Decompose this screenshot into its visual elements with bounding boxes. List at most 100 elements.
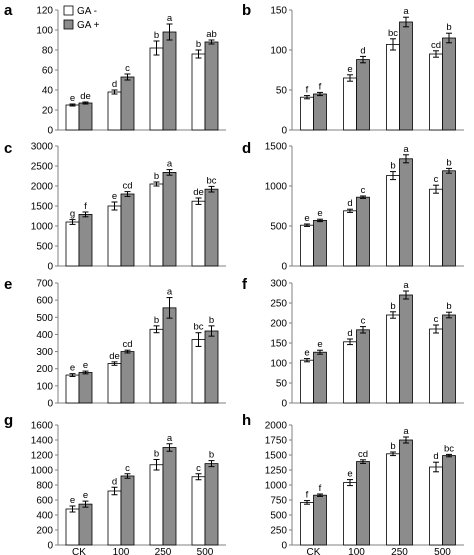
significance-letter: a	[403, 144, 409, 155]
bar	[204, 188, 219, 267]
significance-letter: d	[360, 45, 365, 56]
significance-letter: b	[390, 161, 395, 172]
bar	[107, 205, 122, 267]
significance-letter: a	[403, 280, 409, 291]
significance-letter: b	[446, 157, 451, 168]
bar	[191, 339, 206, 404]
legend-swatch	[63, 5, 74, 16]
significance-letter: a	[167, 287, 173, 298]
y-tick-label: 0	[281, 399, 287, 410]
x-tick-label: CK	[307, 547, 321, 555]
significance-letter: b	[446, 22, 451, 33]
significance-letter: d	[347, 328, 352, 339]
y-tick-label: 400	[36, 330, 53, 341]
x-tick-label: 250	[155, 547, 172, 555]
bar	[356, 329, 370, 404]
significance-letter: bc	[444, 443, 454, 454]
bar	[204, 41, 219, 131]
bar	[65, 374, 80, 404]
y-tick-label: 600	[36, 296, 53, 307]
y-tick-label: 1750	[265, 436, 288, 447]
legend-swatch	[63, 19, 74, 30]
significance-letter: f	[306, 85, 309, 96]
significance-letter: f	[319, 483, 322, 494]
y-tick-label: 1500	[265, 142, 288, 153]
bar	[313, 93, 327, 131]
y-tick-label: 50	[276, 86, 288, 97]
bar	[343, 210, 357, 267]
y-tick-label: 2000	[265, 421, 288, 432]
y-tick-label: 1500	[265, 451, 288, 462]
bar	[191, 53, 206, 131]
bar	[107, 490, 122, 546]
bar	[399, 21, 413, 131]
y-tick-label: 400	[36, 511, 53, 522]
significance-letter: cd	[431, 40, 441, 51]
significance-letter: g	[70, 209, 75, 220]
y-tick-label: 100	[36, 26, 53, 37]
significance-letter: bc	[206, 175, 216, 186]
y-tick-label: 0	[47, 262, 53, 273]
y-tick-label: 100	[270, 359, 287, 370]
bar	[313, 494, 327, 546]
y-tick-label: 500	[36, 313, 53, 324]
bar	[149, 464, 164, 546]
significance-letter: bc	[388, 28, 398, 39]
y-tick-label: 1200	[31, 451, 54, 462]
bar	[300, 96, 314, 131]
bar	[442, 314, 456, 404]
significance-letter: c	[125, 63, 130, 74]
bar	[120, 475, 135, 546]
significance-letter: e	[347, 469, 352, 480]
bar	[399, 158, 413, 267]
panel-label: b	[242, 2, 251, 19]
significance-letter: a	[403, 426, 409, 437]
bar	[78, 372, 93, 404]
y-tick-label: 1250	[265, 466, 288, 477]
significance-letter: de	[193, 187, 204, 198]
bar	[386, 175, 400, 267]
bar	[120, 193, 135, 267]
significance-letter: b	[154, 171, 159, 182]
panel-label: c	[4, 140, 12, 157]
significance-letter: e	[304, 213, 309, 224]
significance-letter: c	[125, 463, 130, 474]
significance-letter: e	[304, 348, 309, 359]
y-tick-label: 0	[47, 541, 53, 552]
significance-letter: f	[319, 81, 322, 92]
significance-letter: c	[196, 463, 201, 474]
y-tick-label: 200	[270, 319, 287, 330]
bar	[191, 476, 206, 546]
bar	[149, 47, 164, 131]
bar	[386, 314, 400, 404]
bar	[65, 221, 80, 267]
y-tick-label: 1500	[31, 202, 54, 213]
significance-letter: c	[361, 185, 366, 196]
bar	[356, 196, 370, 267]
significance-letter: b	[390, 301, 395, 312]
bar	[149, 328, 164, 404]
x-tick-label: 100	[113, 547, 130, 555]
bar	[429, 188, 443, 267]
y-tick-label: 700	[36, 279, 53, 290]
bar	[356, 461, 370, 546]
y-tick-label: 0	[281, 541, 287, 552]
bar	[204, 330, 219, 404]
panel-label: g	[4, 412, 13, 429]
bar	[162, 447, 177, 546]
panel-label: f	[242, 276, 248, 293]
y-tick-label: 60	[42, 66, 54, 77]
y-tick-label: 0	[47, 126, 53, 137]
bar	[204, 463, 219, 546]
y-tick-label: 250	[270, 299, 287, 310]
significance-letter: a	[403, 6, 409, 17]
bar	[65, 508, 80, 546]
significance-letter: b	[209, 315, 214, 326]
significance-letter: e	[112, 191, 117, 202]
y-tick-label: 750	[270, 496, 287, 507]
bar	[120, 351, 135, 404]
